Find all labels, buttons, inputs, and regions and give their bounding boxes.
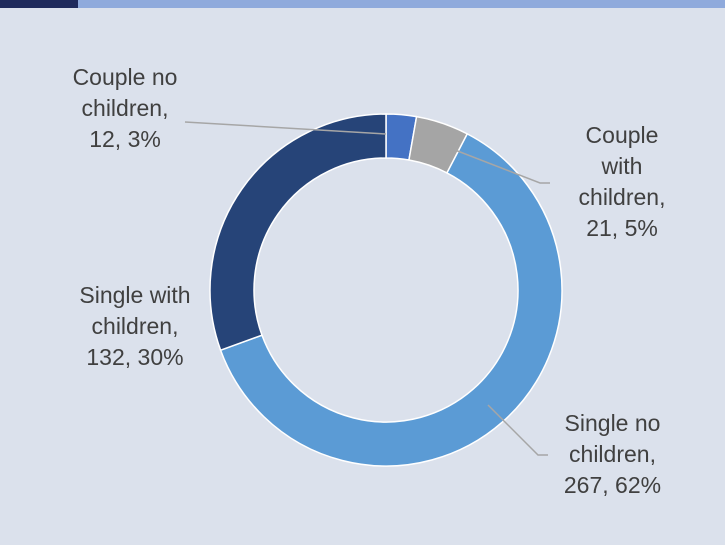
leader-line: [454, 149, 550, 184]
label-percent: 5%: [624, 215, 658, 241]
label-value: 12: [89, 126, 115, 152]
label-name: Couple no children: [72, 64, 178, 121]
label-percent: 3%: [127, 126, 161, 152]
header-bar-dark: [0, 0, 78, 8]
data-label: Single with children, 132, 30%: [79, 282, 191, 370]
label-value: 132: [86, 344, 125, 370]
data-label: Couple with children, 21, 5%: [578, 122, 666, 241]
donut-slice: [209, 113, 387, 352]
donut-slice: [219, 132, 563, 467]
label-value: 267: [563, 472, 603, 498]
label-name: Single with children: [79, 282, 191, 339]
label-percent: 62%: [615, 472, 662, 498]
label-name: Couple with children: [578, 122, 660, 210]
data-label: Couple no children, 12, 3%: [72, 64, 178, 152]
leader-line: [184, 121, 387, 135]
header-bar-light: [78, 0, 725, 8]
label-percent: 30%: [137, 344, 184, 370]
data-label: Single no children, 267, 62%: [563, 410, 662, 498]
label-name: Single no children: [564, 410, 661, 467]
label-value: 21: [586, 215, 612, 241]
leader-line: [487, 404, 548, 456]
